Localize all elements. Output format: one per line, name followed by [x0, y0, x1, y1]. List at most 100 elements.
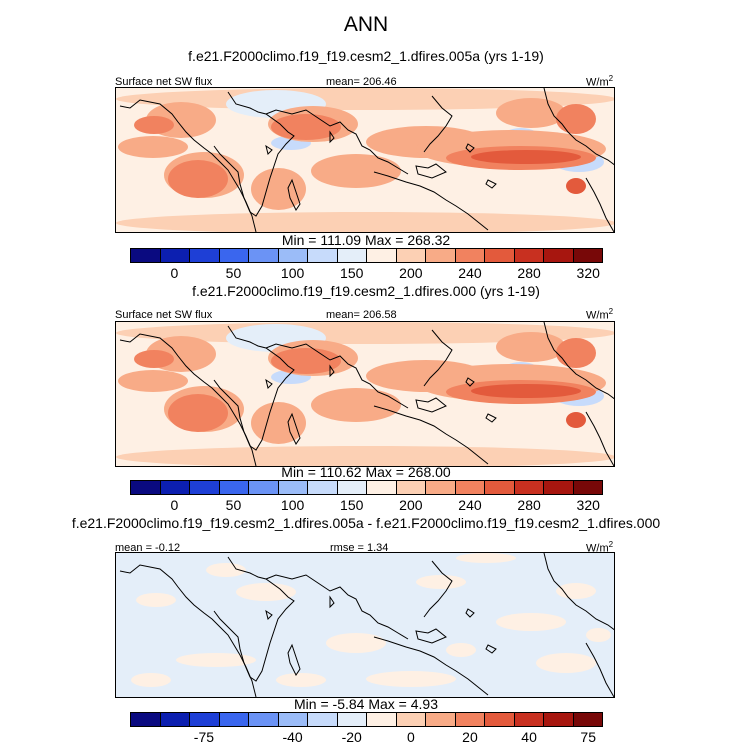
- colorbar-swatch: [160, 249, 190, 262]
- coastline: [265, 144, 273, 155]
- panel3-minmax: Min = -5.84 Max = 4.93: [294, 696, 438, 712]
- coastline: [329, 130, 335, 144]
- coastline: [543, 88, 614, 166]
- panel2-units: W/m2: [586, 307, 614, 322]
- colorbar-tick-label: 240: [458, 265, 482, 281]
- panel3-rmse-label: rmse = 1.34: [330, 542, 389, 554]
- colorbar-swatch: [249, 713, 279, 726]
- colorbar-tick-label: 0: [406, 729, 415, 745]
- colorbar-swatch: [426, 481, 456, 494]
- contour-region: [168, 160, 228, 198]
- panel2-left-label: Surface net SW flux: [115, 309, 213, 321]
- panel3-mean-label: mean = -0.12: [115, 542, 181, 554]
- contour-region: [566, 178, 586, 194]
- contour-region: [496, 332, 566, 362]
- contour-region: [586, 628, 611, 642]
- colorbar-tick-label: 0: [170, 265, 179, 281]
- colorbar-tick-label: 40: [521, 729, 537, 745]
- colorbar-swatch: [190, 713, 220, 726]
- contour-region: [276, 673, 326, 687]
- panel1-mean-label: mean= 206.46: [326, 76, 397, 88]
- colorbar-tick-label: -40: [282, 729, 303, 745]
- contour-region: [206, 563, 246, 577]
- colorbar-swatch: [455, 713, 485, 726]
- coastline: [415, 163, 447, 179]
- colorbar-tick-label: 100: [280, 265, 305, 281]
- coastline: [119, 99, 257, 232]
- colorbar-swatch: [337, 249, 367, 262]
- panel2-minmax: Min = 110.62 Max = 268.00: [281, 464, 451, 480]
- colorbar-swatch: [278, 481, 308, 494]
- panel1-colorbar-ticks: 0 50 100 150 200 240 280 320: [130, 265, 603, 281]
- contour-region: [496, 98, 566, 128]
- coastline: [485, 413, 497, 423]
- contour-region: [131, 673, 171, 687]
- coastline: [213, 556, 295, 682]
- colorbar-swatch: [131, 713, 161, 726]
- contour-region: [118, 370, 188, 392]
- figure-title: ANN: [343, 13, 389, 36]
- colorbar-swatch: [219, 713, 249, 726]
- colorbar-swatch: [485, 481, 515, 494]
- coastline: [287, 178, 301, 211]
- colorbar-swatch: [396, 713, 426, 726]
- coastline: [423, 95, 453, 153]
- colorbar-swatch: [219, 481, 249, 494]
- contour-region: [556, 338, 596, 368]
- colorbar-tick-label: 280: [517, 265, 541, 281]
- coastline: [543, 322, 614, 400]
- contour-region: [326, 633, 386, 653]
- colorbar-swatch: [160, 713, 190, 726]
- colorbar-swatch: [367, 481, 397, 494]
- colorbar-tick-label: 75: [580, 729, 597, 745]
- coastline: [265, 109, 409, 175]
- colorbar-swatch: [485, 713, 515, 726]
- contour-region: [311, 154, 401, 188]
- panel3-map: [115, 552, 615, 698]
- colorbar-swatch: [249, 481, 279, 494]
- contour-region: [136, 593, 176, 607]
- panel2-map: [115, 321, 615, 467]
- coastline: [373, 636, 489, 696]
- panel1-units: W/m2: [586, 74, 614, 89]
- contour-region: [176, 653, 256, 667]
- colorbar-tick-label: 150: [340, 497, 364, 513]
- colorbar-tick-label: 320: [576, 265, 600, 281]
- colorbar-swatch: [426, 713, 456, 726]
- colorbar-swatch: [278, 713, 308, 726]
- colorbar-swatch: [573, 713, 602, 726]
- panel3-units: W/m2: [586, 540, 614, 555]
- coastline: [585, 642, 614, 697]
- coastline: [585, 411, 614, 466]
- colorbar-swatch: [455, 249, 485, 262]
- coastline: [423, 560, 453, 618]
- colorbar-swatch: [190, 481, 220, 494]
- contour-region: [556, 104, 596, 134]
- contour-region: [168, 394, 228, 432]
- coastline: [119, 333, 257, 466]
- contour-region: [271, 348, 341, 374]
- colorbar-tick-label: 200: [399, 265, 423, 281]
- colorbar-swatch: [337, 713, 367, 726]
- colorbar-tick-label: 280: [517, 497, 541, 513]
- contour-region: [471, 384, 581, 398]
- colorbar-tick-label: 200: [399, 497, 423, 513]
- coastline: [265, 574, 409, 640]
- colorbar-swatch: [514, 713, 544, 726]
- contour-region: [311, 388, 401, 422]
- panel1-map: [115, 87, 615, 233]
- colorbar-tick-label: -20: [341, 729, 362, 745]
- colorbar-swatch: [160, 481, 190, 494]
- panel3-subtitle: f.e21.F2000climo.f19_f19.cesm2_1.dfires.…: [71, 515, 661, 531]
- colorbar-tick-label: 240: [458, 497, 482, 513]
- coastline: [485, 179, 497, 189]
- colorbar-tick-label: 50: [225, 265, 242, 281]
- panel2-mean-label: mean= 206.58: [326, 309, 397, 321]
- colorbar-swatch: [544, 713, 574, 726]
- panel3-colorbar-ticks: -75 -40 -20 0 20 40 75: [130, 729, 603, 745]
- contour-region: [236, 583, 296, 601]
- coastline: [373, 171, 489, 231]
- contour-region: [536, 653, 596, 673]
- coastline: [265, 609, 273, 620]
- colorbar-tick-label: 320: [576, 497, 600, 513]
